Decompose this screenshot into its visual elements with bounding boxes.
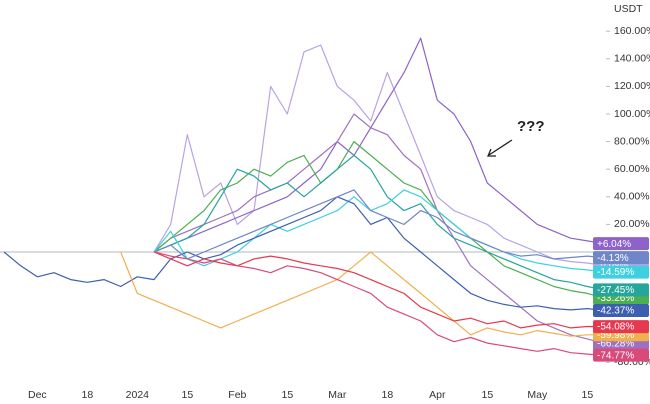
x-tick-label: 18 bbox=[81, 389, 93, 401]
x-tick-label: Dec bbox=[28, 389, 47, 401]
x-tick-label: 2024 bbox=[126, 389, 150, 401]
x-tick-label: Mar bbox=[328, 389, 347, 401]
end-label-box bbox=[593, 348, 649, 362]
y-tick-label: 160.00% bbox=[614, 25, 650, 37]
x-tick-label: May bbox=[527, 389, 548, 401]
y-tick-label: 120.00% bbox=[614, 80, 650, 92]
series-line bbox=[153, 37, 605, 253]
end-label: -74.77% bbox=[597, 350, 634, 361]
x-tick-label: 15 bbox=[281, 389, 293, 401]
series-line bbox=[153, 251, 605, 356]
end-label: +6.04% bbox=[597, 239, 631, 250]
y-tick-label: 20.00% bbox=[614, 218, 650, 230]
annotation-arrowhead bbox=[487, 148, 496, 157]
y-unit: USDT bbox=[614, 3, 643, 15]
series-line bbox=[120, 251, 605, 337]
series-line bbox=[153, 189, 605, 260]
y-tick-label: 140.00% bbox=[614, 53, 650, 65]
series-line bbox=[153, 189, 605, 273]
series-line bbox=[153, 251, 605, 329]
end-label: -27.45% bbox=[597, 285, 634, 296]
y-tick-label: 60.00% bbox=[614, 163, 650, 175]
y-tick-label: 80.00% bbox=[614, 135, 650, 147]
y-tick-label: 100.00% bbox=[614, 108, 650, 120]
end-label-box bbox=[593, 320, 649, 334]
x-tick-label: 15 bbox=[181, 389, 193, 401]
x-tick-label: Feb bbox=[228, 389, 246, 401]
series-line bbox=[153, 141, 605, 299]
series-line bbox=[3, 196, 605, 311]
end-label-box bbox=[593, 265, 649, 279]
end-label: -54.08% bbox=[597, 322, 634, 333]
x-tick-label: 18 bbox=[381, 389, 393, 401]
y-tick-label: 40.00% bbox=[614, 191, 650, 203]
x-tick-label: Apr bbox=[429, 389, 446, 401]
end-label: -59.98% bbox=[597, 330, 634, 341]
end-label-box bbox=[593, 303, 649, 317]
end-label: -4.13% bbox=[597, 253, 629, 264]
series-line bbox=[153, 113, 605, 344]
annotation-arrow bbox=[488, 139, 513, 156]
end-label-box bbox=[593, 237, 649, 251]
series-line bbox=[153, 154, 605, 291]
end-label-box bbox=[593, 283, 649, 297]
end-label: -42.37% bbox=[597, 306, 634, 317]
end-label: -33.26% bbox=[597, 293, 634, 304]
end-label-box bbox=[593, 251, 649, 265]
end-label: -14.59% bbox=[597, 267, 634, 278]
x-tick-label: 15 bbox=[481, 389, 493, 401]
series-line bbox=[153, 44, 605, 267]
annotation: ??? bbox=[517, 118, 545, 135]
x-tick-label: 15 bbox=[581, 389, 593, 401]
end-label: -66.28% bbox=[597, 339, 634, 350]
